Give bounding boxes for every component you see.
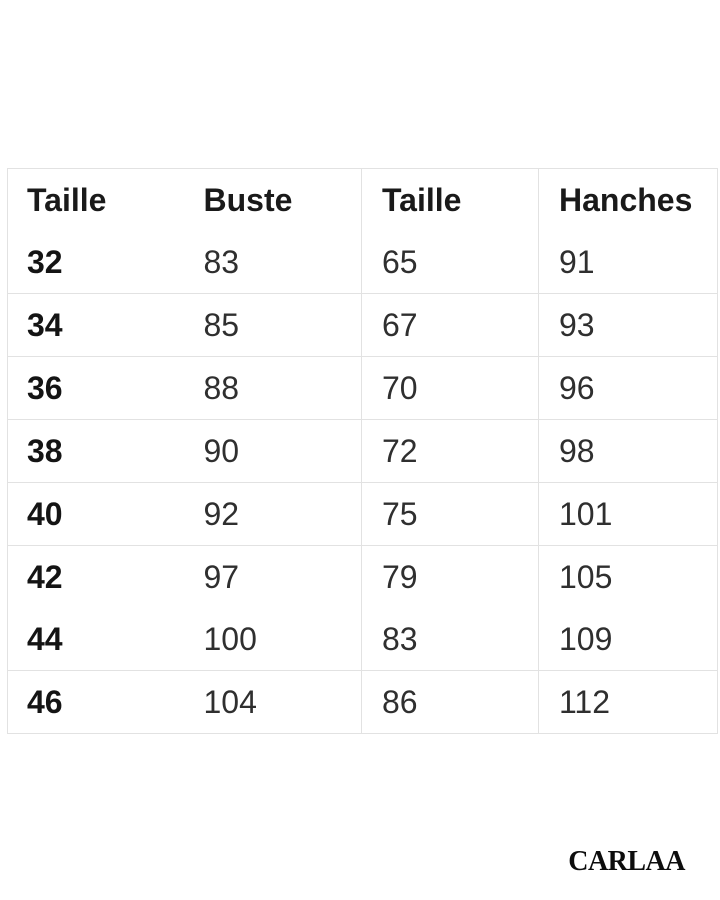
- column-header-bust: Buste: [203, 181, 293, 218]
- table-row: 42 97 79 105: [7, 545, 718, 608]
- cell-hips: 98: [538, 419, 718, 483]
- cell-hips: 93: [538, 293, 718, 357]
- table-row: 34 85 67 93: [7, 293, 718, 357]
- table-row: 44 100 83 109: [8, 608, 718, 671]
- table-row: 46 104 86 112: [7, 670, 718, 734]
- cell-size: 36: [7, 356, 204, 420]
- cell-waist: 75: [361, 482, 539, 546]
- cell-size: 34: [7, 293, 204, 357]
- cell-waist: 65: [361, 231, 539, 294]
- cell-waist: 86: [361, 670, 539, 734]
- cell-waist: 70: [361, 356, 539, 420]
- cell-hips: 96: [538, 356, 718, 420]
- cell-size: 42: [7, 545, 204, 608]
- cell-hips: 109: [538, 608, 718, 671]
- cell-bust: 85: [203, 293, 362, 357]
- cell-size: 38: [7, 419, 204, 483]
- cell-hips: 112: [538, 670, 718, 734]
- cell-size: 40: [7, 482, 204, 546]
- brand-logo: CARLAA: [568, 846, 685, 877]
- cell-bust: 92: [203, 482, 362, 546]
- column-header-hips: Hanches: [538, 168, 718, 231]
- cell-bust: 88: [203, 356, 362, 420]
- size-chart-body: 32 83 65 91 34 85 67 93 36 88 70 96 38 90 72 98 40 92 75 10…: [7, 231, 718, 734]
- header-row: Taille Buste Taille Hanches: [8, 168, 718, 231]
- column-header-waist: Taille: [361, 168, 539, 231]
- cell-hips: 105: [538, 545, 718, 608]
- cell-size: 46: [7, 670, 204, 734]
- table-row: 36 88 70 96: [7, 356, 718, 420]
- cell-waist: 79: [361, 545, 539, 608]
- cell-size: 44: [27, 620, 63, 657]
- size-chart-table: Taille Buste Taille Hanches 32 83 65 91 34 85…: [7, 168, 718, 734]
- table-row: 40 92 75 101: [7, 482, 718, 546]
- cell-size: 32: [27, 243, 63, 280]
- table-row: 38 90 72 98: [7, 419, 718, 483]
- cell-hips: 91: [538, 231, 718, 294]
- cell-bust: 104: [203, 670, 362, 734]
- cell-bust: 97: [203, 545, 362, 608]
- cell-bust: 90: [203, 419, 362, 483]
- cell-waist: 67: [361, 293, 539, 357]
- cell-waist: 72: [361, 419, 539, 483]
- cell-bust: 83: [203, 243, 240, 280]
- cell-hips: 101: [538, 482, 718, 546]
- table-row: 32 83 65 91: [8, 231, 718, 294]
- column-header-size: Taille: [27, 181, 107, 218]
- cell-bust: 100: [203, 620, 257, 657]
- cell-waist: 83: [361, 608, 539, 671]
